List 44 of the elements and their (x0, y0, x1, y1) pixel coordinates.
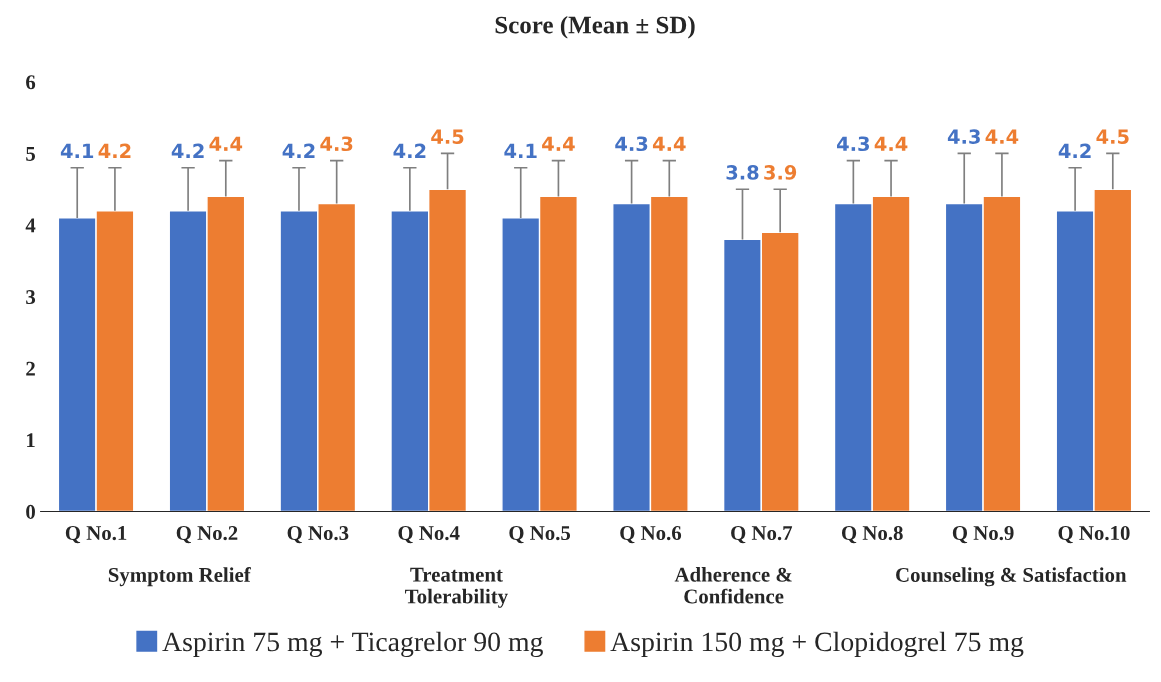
data-label: 3.9 (764, 165, 797, 180)
x-tick-label: Q No.9 (952, 526, 1014, 544)
data-label: 4.5 (1096, 129, 1129, 144)
y-tick-label: 4 (25, 218, 36, 233)
data-label: 4.1 (504, 143, 537, 158)
x-tick-label: Q No.3 (287, 526, 349, 544)
data-label: 4.3 (837, 136, 870, 152)
data-label: 4.4 (652, 136, 686, 151)
y-tick-label: 6 (26, 75, 36, 90)
data-label: 4.5 (431, 129, 464, 144)
legend-label: Aspirin 75 mg + Ticagrelor 90 mg (162, 631, 543, 657)
chart-title: Score (Mean ± SD) (495, 15, 695, 39)
x-tick-label: Q No.5 (509, 526, 571, 544)
data-label: 4.1 (60, 143, 94, 158)
y-tick-label: 0 (26, 504, 35, 519)
y-tick-label: 5 (26, 147, 36, 161)
data-label: 4.2 (1058, 143, 1091, 158)
data-label: 4.3 (320, 136, 353, 152)
data-label: 4.4 (985, 129, 1019, 144)
text: Adherence & Confidence (674, 567, 792, 604)
y-tick-label: 1 (27, 433, 35, 448)
legend-label: Aspirin 150 mg + Clopidogrel 75 mg (610, 631, 1024, 657)
data-label: 4.2 (171, 143, 204, 158)
y-tick-label: 2 (26, 361, 35, 376)
data-label: 4.4 (542, 136, 575, 151)
x-tick-label: Q No.4 (398, 526, 460, 544)
x-tick-label: Q No.7 (731, 526, 793, 544)
data-label: 4.2 (393, 143, 426, 158)
text: Treatment Tolerability (405, 567, 508, 608)
text: Symptom Relief (108, 567, 251, 587)
x-tick-label: Q No.8 (841, 525, 903, 544)
data-label: 4.4 (874, 136, 908, 151)
data-label: 4.2 (98, 143, 131, 158)
text: Counseling & Satisfaction (896, 567, 1127, 587)
data-label: 4.3 (947, 129, 980, 144)
x-tick-label: Q No.2 (176, 526, 238, 544)
data-label: 4.4 (209, 136, 243, 151)
x-tick-label: Q No.6 (620, 526, 682, 544)
data-label: 4.3 (615, 136, 648, 152)
x-tick-label: Q No.10 (1058, 525, 1130, 544)
data-label: 4.2 (282, 143, 315, 158)
x-tick-label: Q No.1 (65, 526, 127, 544)
y-tick-label: 3 (26, 290, 36, 305)
data-label: 3.8 (726, 165, 759, 180)
